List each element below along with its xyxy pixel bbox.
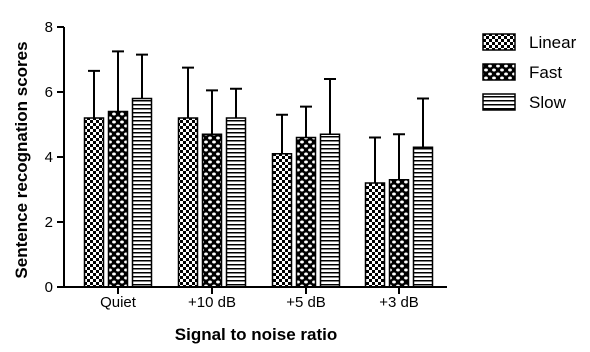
x-axis-title: Signal to noise ratio <box>175 325 337 344</box>
bar-fast-2 <box>201 133 223 288</box>
legend-label-slow: Slow <box>529 93 567 112</box>
bar-linear-4 <box>364 182 386 288</box>
y-axis-title: Sentence recognation scores <box>12 41 31 278</box>
legend: Linear Fast Slow <box>482 33 577 112</box>
y-tick-label-8: 8 <box>45 19 53 36</box>
legend-label-linear: Linear <box>529 33 577 52</box>
y-tick-label-0: 0 <box>45 279 53 296</box>
legend-label-fast: Fast <box>529 63 562 82</box>
legend-swatch-slow <box>482 93 516 111</box>
y-tick-label-6: 6 <box>45 84 53 101</box>
bar-slow-4 <box>412 146 434 288</box>
bar-slow-2 <box>225 117 247 288</box>
x-tick-label-2: +10 dB <box>188 294 236 311</box>
bar-fast-4 <box>388 179 410 288</box>
x-tick-label-1: Quiet <box>100 294 137 311</box>
bar-fast-1 <box>107 110 129 288</box>
bar-slow-3 <box>319 133 341 288</box>
bar-linear-3 <box>271 153 293 288</box>
x-tick-label-3: +5 dB <box>286 294 326 311</box>
legend-swatch-fast <box>482 63 516 81</box>
bar-linear-2 <box>177 117 199 288</box>
bar-linear-1 <box>83 117 105 288</box>
bar-fast-3 <box>295 136 317 288</box>
x-tick-label-4: +3 dB <box>379 294 419 311</box>
legend-swatch-linear <box>482 33 516 51</box>
plot-area: 0 2 4 6 8 Quiet +10 dB +5 dB +3 dB <box>45 19 447 311</box>
y-tick-label-4: 4 <box>45 149 53 166</box>
y-tick-label-2: 2 <box>45 214 53 231</box>
bar-slow-1 <box>131 97 153 288</box>
